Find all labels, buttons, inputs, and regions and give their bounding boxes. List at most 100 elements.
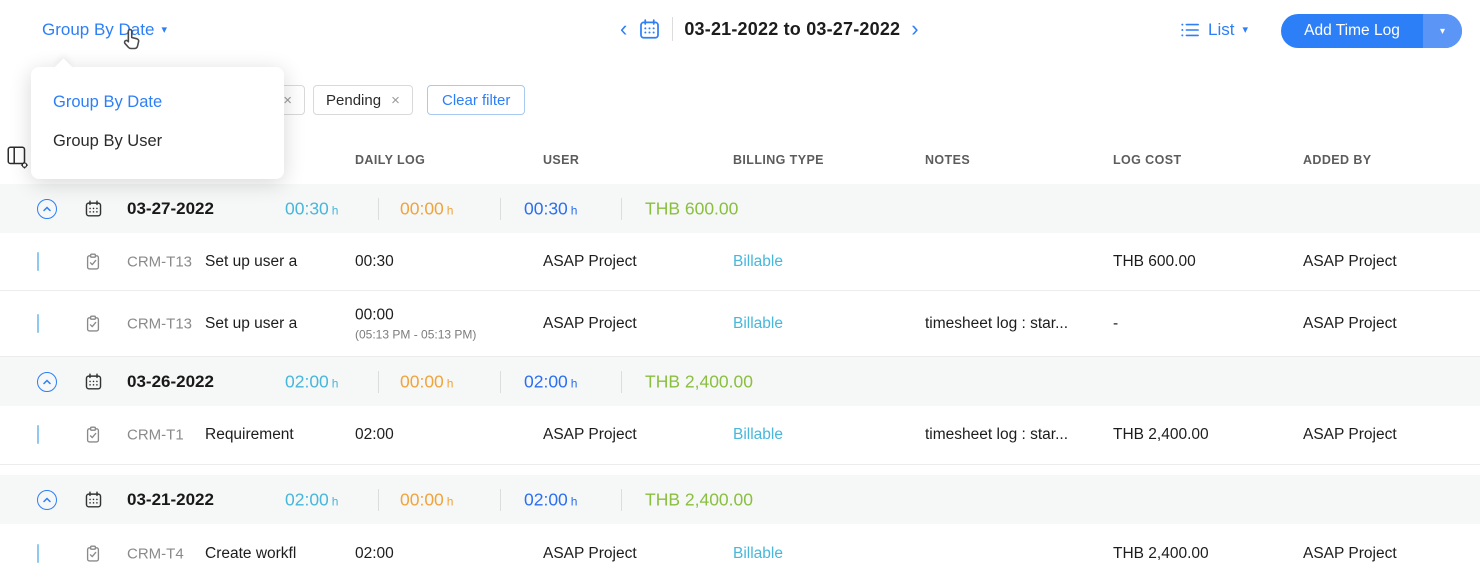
- task-id[interactable]: CRM-T13: [127, 315, 193, 332]
- group-by-dropdown-trigger[interactable]: Group By Date ▾: [42, 20, 167, 40]
- divider: [500, 370, 501, 393]
- prev-week-button[interactable]: ‹: [620, 16, 628, 41]
- notes-cell: timesheet log : star...: [925, 426, 1069, 443]
- group-date-label: 03-26-2022: [127, 371, 214, 391]
- row-checkbox[interactable]: [37, 251, 39, 271]
- manage-columns-icon[interactable]: [6, 144, 30, 170]
- divider: [672, 17, 674, 41]
- table-row: CRM-T13 Set up user a 00:30 ASAP Project…: [0, 233, 1480, 291]
- row-checkbox[interactable]: [37, 543, 39, 563]
- log-cost-cell: -: [1113, 314, 1119, 332]
- user-cell: ASAP Project: [543, 314, 637, 332]
- task-clipboard-icon: [84, 426, 102, 445]
- added-by-cell: ASAP Project: [1303, 314, 1397, 332]
- billing-type-cell[interactable]: Billable: [733, 314, 783, 332]
- list-view-icon: [1180, 21, 1200, 39]
- chevron-down-icon: ▾: [161, 23, 167, 36]
- chevron-down-icon: ▾: [1439, 25, 1446, 37]
- collapse-group-button[interactable]: [37, 489, 57, 510]
- group-date-label: 03-21-2022: [127, 489, 214, 509]
- header-notes[interactable]: NOTES: [925, 152, 971, 167]
- row-checkbox[interactable]: [37, 313, 39, 333]
- group-by-label: Group By Date: [42, 20, 155, 39]
- task-name[interactable]: Set up user a: [205, 314, 298, 332]
- task-name[interactable]: Set up user a: [205, 252, 298, 270]
- task-id[interactable]: CRM-T4: [127, 545, 184, 562]
- task-id[interactable]: CRM-T13: [127, 253, 193, 270]
- collapse-group-button[interactable]: [37, 198, 57, 219]
- task-name[interactable]: Create workfl: [205, 544, 297, 562]
- group-total-cost: THB 2,400.00: [645, 489, 753, 509]
- task-clipboard-icon: [84, 252, 102, 271]
- added-by-cell: ASAP Project: [1303, 426, 1397, 443]
- header-log-cost[interactable]: LOG COST: [1113, 152, 1182, 167]
- calendar-picker-icon[interactable]: [638, 18, 661, 41]
- menu-item-group-by-user[interactable]: Group By User: [53, 132, 163, 150]
- divider: [378, 370, 379, 393]
- next-week-button[interactable]: ›: [911, 16, 919, 41]
- collapse-group-button[interactable]: [37, 371, 57, 392]
- added-by-cell: ASAP Project: [1303, 544, 1397, 562]
- divider: [378, 197, 379, 220]
- header-billing-type[interactable]: BILLING TYPE: [733, 152, 824, 167]
- group-non-billable-hours: 00:00 h: [400, 371, 454, 391]
- add-time-log-split-button: Add Time Log ▾: [1281, 14, 1462, 48]
- daily-log-cell: 02:00: [355, 426, 394, 443]
- view-label: List: [1208, 20, 1235, 39]
- close-icon[interactable]: ×: [283, 91, 292, 109]
- header-added-by[interactable]: ADDED BY: [1303, 152, 1372, 167]
- add-time-log-button[interactable]: Add Time Log: [1304, 22, 1400, 39]
- group-spacer: [0, 465, 1480, 475]
- added-by-cell: ASAP Project: [1303, 252, 1397, 270]
- divider: [500, 488, 501, 511]
- task-name[interactable]: Requirement: [205, 426, 294, 443]
- group-total-hours: 00:30 h: [524, 198, 578, 218]
- calendar-icon: [84, 490, 103, 509]
- date-navigation: ‹ 03-21-2022 to 03-27-2022 ›: [620, 17, 919, 41]
- billing-type-cell[interactable]: Billable: [733, 426, 783, 443]
- hand-cursor-icon: [118, 26, 145, 53]
- view-switcher[interactable]: List ▾: [1180, 20, 1248, 40]
- user-cell: ASAP Project: [543, 544, 637, 562]
- table-row: CRM-T4 Create workfl 02:00 ASAP Project …: [0, 524, 1480, 583]
- billing-type-cell[interactable]: Billable: [733, 252, 783, 270]
- log-cost-cell: THB 2,400.00: [1113, 426, 1209, 443]
- filter-chip-label: Pending: [326, 91, 382, 109]
- group-row-date: 03-21-2022 02:00 h 00:00 h 02:00 h THB 2,40…: [0, 475, 1480, 524]
- user-cell: ASAP Project: [543, 426, 637, 443]
- group-total-hours: 02:00 h: [524, 371, 578, 391]
- divider: [621, 197, 622, 220]
- table-row: CRM-T13 Set up user a 00:00 (05:13 PM - …: [0, 291, 1480, 357]
- task-clipboard-icon: [84, 314, 102, 333]
- clear-filter-button[interactable]: Clear filter: [427, 85, 526, 115]
- calendar-icon: [84, 199, 103, 218]
- close-icon[interactable]: ×: [391, 91, 400, 109]
- group-date-label: 03-27-2022: [127, 198, 214, 218]
- daily-log-cell: 00:00 (05:13 PM - 05:13 PM): [355, 306, 477, 341]
- group-row-date: 03-27-2022 00:30 h 00:00 h 00:30 h THB 600.…: [0, 184, 1480, 233]
- add-time-log-dropdown-button[interactable]: ▾: [1423, 14, 1462, 48]
- group-total-hours: 02:00 h: [524, 489, 578, 509]
- log-cost-cell: THB 600.00: [1113, 252, 1196, 270]
- row-checkbox[interactable]: [37, 425, 39, 444]
- divider: [500, 197, 501, 220]
- task-clipboard-icon: [84, 544, 102, 563]
- header-daily-log[interactable]: DAILY LOG: [355, 152, 426, 167]
- daily-log-cell: 02:00: [355, 544, 394, 562]
- task-id[interactable]: CRM-T1: [127, 426, 184, 444]
- group-billable-hours: 00:30 h: [285, 198, 339, 218]
- user-cell: ASAP Project: [543, 252, 637, 270]
- filter-chip-pending: Pending ×: [313, 85, 413, 115]
- group-non-billable-hours: 00:00 h: [400, 198, 454, 218]
- divider: [621, 370, 622, 393]
- billing-type-cell[interactable]: Billable: [733, 544, 783, 562]
- divider: [378, 488, 379, 511]
- table-row: CRM-T1 Requirement 02:00 ASAP Project Bi…: [0, 406, 1480, 465]
- group-total-cost: THB 600.00: [645, 198, 739, 218]
- group-by-menu: Group By Date Group By User: [31, 58, 284, 179]
- header-user[interactable]: USER: [543, 152, 580, 167]
- table-header-row: DAILY LOG USER BILLING TYPE NOTES LOG CO…: [0, 135, 1480, 184]
- menu-item-group-by-date[interactable]: Group By Date: [53, 93, 163, 111]
- divider: [621, 488, 622, 511]
